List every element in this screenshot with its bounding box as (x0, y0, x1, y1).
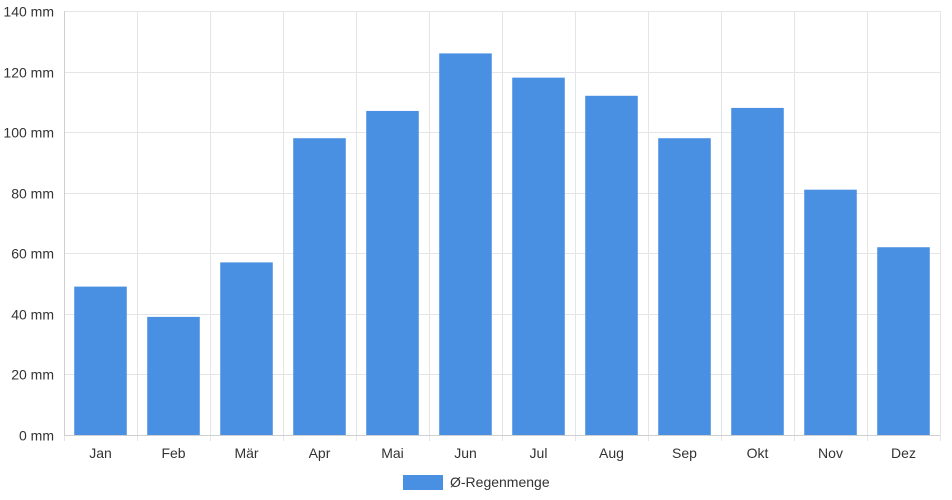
bar-jul[interactable] (512, 77, 565, 435)
bar-dez[interactable] (877, 247, 930, 435)
x-tick-label: Aug (599, 445, 624, 461)
bar-sep[interactable] (658, 138, 711, 435)
bar-nov[interactable] (804, 189, 857, 435)
bar-mai[interactable] (366, 110, 419, 435)
x-tick-label: Apr (309, 445, 331, 461)
legend[interactable]: Ø-Regenmenge (403, 474, 550, 490)
x-tick-label: Sep (672, 445, 697, 461)
y-tick-label: 140 mm (3, 4, 54, 20)
y-tick-label: 40 mm (11, 307, 54, 323)
axis-layer: 0 mm 20 mm 40 mm 60 mm 80 mm 100 mm 120 mm 140 … (3, 4, 940, 461)
y-tick-label: 120 mm (3, 65, 54, 81)
bar-jun[interactable] (439, 53, 492, 436)
y-tick-label: 80 mm (11, 186, 54, 202)
x-tick-label: Mär (234, 445, 258, 461)
x-tick-label: Jun (454, 445, 477, 461)
x-tick-label: Jan (89, 445, 112, 461)
bar-mär[interactable] (220, 262, 273, 435)
y-tick-label: 100 mm (3, 125, 54, 141)
grid-layer (64, 11, 941, 441)
bars-layer (74, 53, 930, 436)
bar-okt[interactable] (731, 107, 784, 436)
bar-jan[interactable] (74, 286, 127, 435)
legend-swatch (403, 475, 443, 490)
x-tick-label: Dez (891, 445, 916, 461)
x-tick-label: Mai (381, 445, 404, 461)
bar-apr[interactable] (293, 138, 346, 435)
x-tick-label: Okt (747, 445, 769, 461)
y-tick-label: 0 mm (19, 428, 54, 444)
x-tick-label: Nov (818, 445, 843, 461)
legend-label: Ø-Regenmenge (450, 474, 550, 490)
y-tick-label: 60 mm (11, 246, 54, 262)
bar-feb[interactable] (147, 316, 200, 435)
x-tick-label: Feb (161, 445, 185, 461)
x-tick-label: Jul (530, 445, 548, 461)
bar-aug[interactable] (585, 95, 638, 436)
y-tick-label: 20 mm (11, 367, 54, 383)
